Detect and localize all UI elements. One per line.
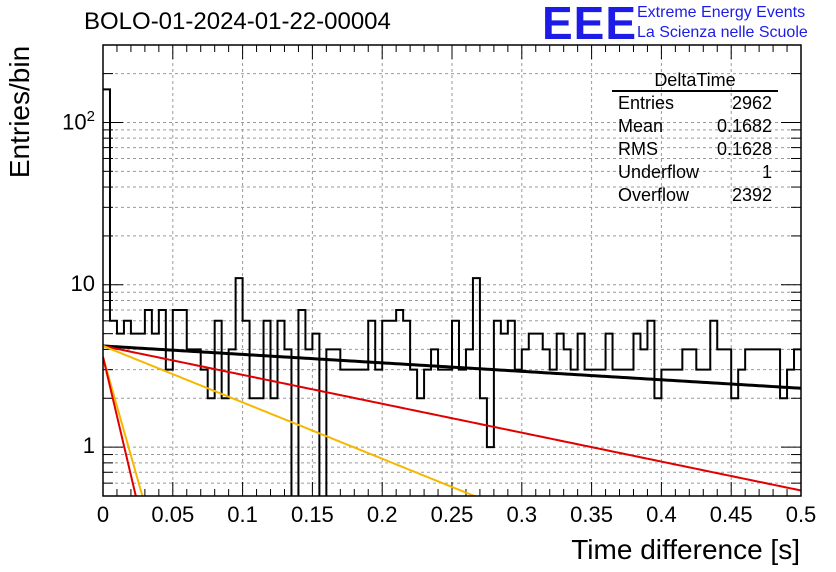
logo-line-2: La Scienza nelle Scuole bbox=[637, 24, 808, 41]
stats-value: 1 bbox=[761, 162, 772, 182]
x-axis-label: Time difference [s] bbox=[571, 534, 800, 565]
stats-label: Mean bbox=[618, 116, 664, 136]
y-tick-label: 102 bbox=[62, 108, 95, 135]
stats-value: 2962 bbox=[731, 93, 772, 113]
x-tick-label: 0.05 bbox=[151, 502, 195, 527]
histogram-bins bbox=[103, 88, 801, 496]
x-tick-label: 0.1 bbox=[227, 502, 258, 527]
y-axis-label: Entries/bin bbox=[4, 45, 35, 179]
stats-label: Overflow bbox=[618, 185, 690, 205]
y-tick-label: 10 bbox=[70, 270, 95, 296]
stats-box: DeltaTime Entries 2962 Mean 0.1682 RMS 0.16… bbox=[612, 70, 782, 207]
x-tick-label: 0.45 bbox=[709, 502, 753, 527]
fit-curve bbox=[103, 344, 801, 492]
stats-row-underflow: Underflow 1 bbox=[612, 161, 782, 184]
stats-value: 0.1682 bbox=[716, 116, 772, 136]
x-tick-label: 0.35 bbox=[570, 502, 614, 527]
x-tick-label: 0.2 bbox=[366, 502, 398, 527]
stats-title: DeltaTime bbox=[612, 70, 778, 92]
stats-label: Entries bbox=[618, 93, 675, 113]
stats-row-rms: RMS 0.1628 bbox=[612, 138, 782, 161]
x-tick-label: 0.3 bbox=[506, 502, 538, 527]
plot-frame bbox=[102, 44, 802, 497]
fit-curve bbox=[103, 344, 801, 390]
x-tick-label: 0.25 bbox=[430, 502, 474, 527]
logo-line-1: Extreme Energy Events bbox=[637, 4, 806, 21]
stats-label: RMS bbox=[618, 139, 658, 159]
x-tick-label: 0 bbox=[96, 502, 110, 527]
eee-logo: EEE bbox=[542, 0, 638, 49]
stats-row-mean: Mean 0.1682 bbox=[612, 115, 782, 138]
chart-title: BOLO-01-2024-01-22-00004 bbox=[84, 8, 391, 35]
stats-value: 2392 bbox=[731, 185, 772, 205]
x-tick-label: 0.5 bbox=[785, 502, 817, 527]
stats-label: Underflow bbox=[618, 162, 700, 182]
x-tick-label: 0.15 bbox=[290, 502, 334, 527]
stats-row-entries: Entries 2962 bbox=[612, 92, 782, 115]
stats-row-overflow: Overflow 2392 bbox=[612, 184, 782, 207]
y-tick-label: 1 bbox=[82, 433, 95, 459]
x-tick-label: 0.4 bbox=[646, 502, 677, 527]
fit-curve bbox=[103, 356, 144, 496]
fit-curve bbox=[103, 356, 137, 496]
stats-value: 0.1628 bbox=[716, 139, 772, 159]
fit-curve bbox=[103, 345, 478, 496]
